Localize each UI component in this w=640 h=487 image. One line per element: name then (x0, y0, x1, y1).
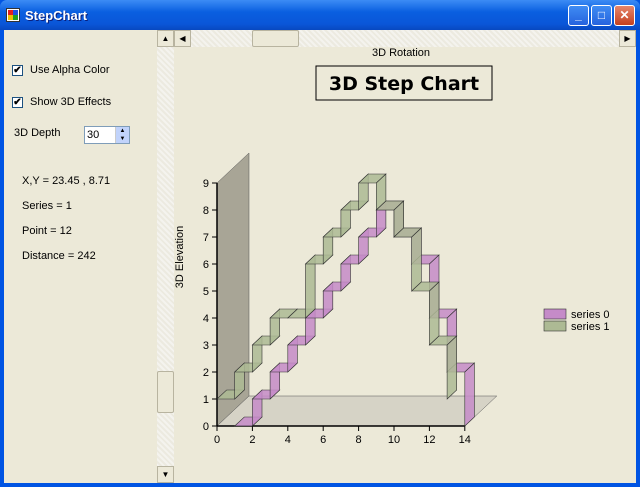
app-icon (6, 8, 20, 22)
xy-readout: X,Y = 23.45 , 8.71 (22, 175, 111, 187)
depth-spinner[interactable]: 30 ▲ ▼ (84, 126, 130, 144)
title-bar[interactable]: StepChart _ □ ✕ (0, 0, 640, 30)
rotation-scrollbar[interactable]: ◀ ▶ (174, 30, 636, 47)
legend-swatch-1 (543, 320, 567, 332)
series-0-step-segment (464, 362, 475, 427)
y-tick-label: 4 (203, 313, 209, 325)
legend-swatch-0 (543, 308, 567, 320)
x-tick-label: 4 (285, 434, 291, 446)
scroll-left-button[interactable]: ◀ (174, 30, 191, 47)
y-tick-label: 2 (203, 367, 209, 379)
minimize-button[interactable]: _ (568, 5, 589, 26)
y-tick-label: 5 (203, 286, 209, 298)
rotation-scroll-thumb[interactable] (251, 30, 299, 47)
scroll-down-button[interactable]: ▼ (157, 466, 174, 483)
scroll-up-button[interactable]: ▲ (157, 30, 174, 47)
elevation-scrollbar[interactable]: ▲ ▼ (157, 30, 174, 483)
y-tick-label: 0 (203, 421, 209, 433)
point-readout: Point = 12 (22, 225, 72, 237)
series-1-step-segment (429, 281, 440, 346)
show-3d-checkbox[interactable]: ✔ (12, 97, 23, 108)
series-1-step-segment (411, 227, 422, 292)
use-alpha-label: Use Alpha Color (30, 64, 110, 76)
x-tick-label: 0 (214, 434, 220, 446)
depth-label: 3D Depth (14, 127, 61, 139)
x-tick-label: 8 (356, 434, 362, 446)
scroll-right-button[interactable]: ▶ (619, 30, 636, 47)
client-area: ✔ Use Alpha Color ✔ Show 3D Effects 3D D… (4, 30, 636, 483)
y-tick-label: 6 (203, 259, 209, 271)
elevation-scroll-thumb[interactable] (157, 371, 174, 414)
close-button[interactable]: ✕ (614, 5, 635, 26)
y-tick-label: 1 (203, 394, 209, 406)
x-tick-label: 2 (249, 434, 255, 446)
x-tick-label: 6 (320, 434, 326, 446)
distance-readout: Distance = 242 (22, 250, 96, 262)
chart-title: 3D Step Chart (329, 73, 479, 95)
maximize-button[interactable]: □ (591, 5, 612, 26)
series-readout: Series = 1 (22, 200, 72, 212)
step-chart[interactable]: 3D Rotation 3D Step Chart 3D Elevation 0… (174, 47, 636, 483)
y-tick-label: 3 (203, 340, 209, 352)
horizontal-axis-caption: 3D Rotation (372, 47, 430, 59)
y-tick-label: 9 (203, 178, 209, 190)
series-1-step-segment (305, 254, 316, 319)
depth-value[interactable]: 30 (87, 129, 100, 141)
series-1-step-segment (446, 335, 458, 400)
show-3d-label: Show 3D Effects (30, 96, 112, 108)
x-tick-label: 10 (388, 434, 400, 446)
vertical-axis-caption: 3D Elevation (174, 226, 186, 288)
spin-down-button[interactable]: ▼ (115, 135, 129, 143)
window-title: StepChart (25, 8, 88, 23)
x-tick-label: 14 (459, 434, 471, 446)
spin-up-button[interactable]: ▲ (115, 127, 129, 135)
y-tick-label: 7 (203, 232, 209, 244)
legend-label-0: series 0 (571, 309, 610, 321)
x-tick-label: 12 (423, 434, 435, 446)
use-alpha-checkbox[interactable]: ✔ (12, 65, 23, 76)
legend-label-1: series 1 (571, 321, 610, 333)
chart-title-box (315, 65, 493, 101)
y-tick-label: 8 (203, 205, 209, 217)
